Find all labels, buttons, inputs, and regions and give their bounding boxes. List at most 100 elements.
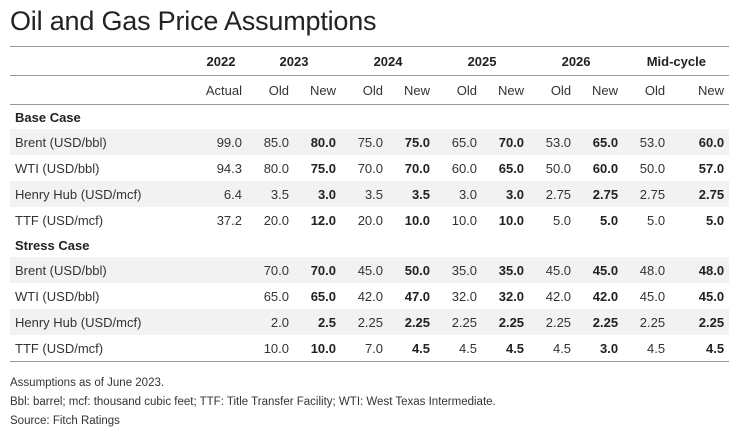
- value-cell: 2.75: [623, 181, 671, 207]
- value-cell: 20.0: [357, 212, 384, 228]
- value-cell: 60.0: [451, 160, 478, 176]
- value-cell: 2.25: [388, 309, 436, 335]
- value-cell: 10.0: [451, 212, 478, 228]
- subheader: Old: [435, 75, 483, 105]
- footnote: Assumptions as of June 2023.: [10, 377, 165, 389]
- value-cell: 2.25: [623, 309, 671, 335]
- value-cell: 60.0: [592, 160, 619, 176]
- value-cell: 10.0: [294, 335, 342, 362]
- value-cell: [195, 283, 247, 309]
- value-cell: 80.0: [294, 129, 342, 155]
- section-header-row: Stress Case: [10, 233, 729, 257]
- subheader: New: [294, 75, 342, 105]
- value-cell: 2.25: [341, 309, 389, 335]
- value-cell: 75.0: [341, 129, 389, 155]
- subheader: Old: [529, 75, 577, 105]
- value-cell: 65.0: [435, 129, 483, 155]
- value-cell: 53.0: [623, 129, 671, 155]
- table-row: TTF (USD/mcf) 10.0 10.0 7.0 4.5 4.5 4.5 4.5 3.0 4…: [10, 335, 730, 362]
- value-cell: 10.0: [498, 212, 525, 228]
- subheader: Old: [341, 75, 389, 105]
- value-cell: 47.0: [404, 288, 431, 304]
- table-row: Henry Hub (USD/mcf) 6.4 3.5 3.0 3.5 3.5 3.0 3.0…: [10, 181, 730, 207]
- value-cell: 3.5: [388, 181, 436, 207]
- value-cell: 4.5: [623, 335, 671, 362]
- footnote: Bbl: barrel; mcf: thousand cubic feet; T…: [10, 396, 496, 408]
- section-title: Base Case: [15, 109, 81, 125]
- value-cell: 65.0: [263, 288, 289, 304]
- value-cell: 53.0: [529, 129, 577, 155]
- header-blank: [10, 46, 195, 76]
- year-header: 2022: [194, 46, 247, 76]
- value-cell: 37.2: [216, 212, 242, 228]
- value-cell: 50.0: [639, 160, 666, 176]
- value-cell: 4.5: [388, 335, 436, 362]
- value-cell: 45.0: [698, 288, 725, 304]
- value-cell: 32.0: [451, 288, 478, 304]
- value-cell: 48.0: [623, 257, 671, 283]
- subheader: New: [576, 75, 624, 105]
- value-cell: 3.5: [247, 181, 294, 207]
- subheader: Actual: [195, 75, 247, 105]
- value-cell: [195, 257, 247, 283]
- price-assumptions-table: 2022 2023 2024 2025 2026 Mid-cycle Actua…: [10, 46, 730, 362]
- value-cell: 10.0: [404, 212, 431, 228]
- footnotes: Assumptions as of June 2023. Bbl: barrel…: [10, 374, 496, 431]
- value-cell: 3.0: [482, 181, 530, 207]
- value-cell: 2.25: [435, 309, 483, 335]
- subheader: New: [482, 75, 530, 105]
- subheader-row: Actual Old New Old New Old New Old New O…: [10, 75, 730, 105]
- value-cell: 42.0: [357, 288, 384, 304]
- value-cell: 45.0: [529, 257, 577, 283]
- subheader: New: [670, 75, 730, 105]
- value-cell: 4.5: [482, 335, 530, 362]
- value-cell: 70.0: [294, 257, 342, 283]
- value-cell: 42.0: [545, 288, 572, 304]
- value-cell: 3.0: [435, 181, 483, 207]
- year-header: 2025: [434, 46, 530, 76]
- value-cell: 99.0: [195, 129, 247, 155]
- table-row: Henry Hub (USD/mcf) 2.0 2.5 2.25 2.25 2.25 2.2…: [10, 309, 730, 335]
- value-cell: 3.0: [576, 335, 624, 362]
- value-cell: 45.0: [576, 257, 624, 283]
- row-label: Henry Hub (USD/mcf): [10, 181, 195, 207]
- section-header-row: Base Case: [10, 105, 729, 130]
- value-cell: 70.0: [357, 160, 384, 176]
- value-cell: 35.0: [482, 257, 530, 283]
- year-header: 2024: [340, 46, 436, 76]
- row-label: Henry Hub (USD/mcf): [10, 309, 195, 335]
- value-cell: 2.25: [529, 309, 577, 335]
- row-label: Brent (USD/bbl): [10, 257, 195, 283]
- value-cell: 70.0: [404, 160, 431, 176]
- year-header: 2023: [246, 46, 342, 76]
- value-cell: [195, 309, 247, 335]
- value-cell: 4.5: [670, 335, 730, 362]
- value-cell: 5.0: [646, 212, 666, 228]
- table-row: WTI (USD/bbl) 94.3 80.0 75.0 70.0 70.0 60.0 65.…: [10, 155, 729, 181]
- value-cell: 4.5: [435, 335, 483, 362]
- value-cell: 2.25: [482, 309, 530, 335]
- value-cell: 6.4: [195, 181, 247, 207]
- header-blank: [10, 75, 195, 105]
- page-title: Oil and Gas Price Assumptions: [10, 6, 377, 36]
- value-cell: 70.0: [247, 257, 294, 283]
- value-cell: 2.75: [670, 181, 730, 207]
- section-title: Stress Case: [15, 237, 90, 253]
- value-cell: 75.0: [310, 160, 337, 176]
- table-row: WTI (USD/bbl) 65.0 65.0 42.0 47.0 32.0 32.0 42.…: [10, 283, 729, 309]
- row-label: TTF (USD/mcf): [10, 335, 195, 362]
- value-cell: 50.0: [388, 257, 436, 283]
- value-cell: 48.0: [670, 257, 730, 283]
- value-cell: 7.0: [341, 335, 389, 362]
- subheader: New: [388, 75, 436, 105]
- row-label: WTI (USD/bbl): [15, 160, 100, 176]
- value-cell: 2.5: [294, 309, 342, 335]
- value-cell: 45.0: [639, 288, 666, 304]
- row-label: TTF (USD/mcf): [15, 212, 104, 228]
- value-cell: 60.0: [670, 129, 730, 155]
- table-row: Brent (USD/bbl) 70.0 70.0 45.0 50.0 35.0 35.0 4…: [10, 257, 730, 283]
- value-cell: [195, 335, 247, 362]
- table-body: Base Case Brent (USD/bbl) 99.0 85.0 80.0 75.0…: [10, 105, 730, 362]
- value-cell: 3.0: [294, 181, 342, 207]
- table-row: TTF (USD/mcf) 37.2 20.0 12.0 20.0 10.0 10.0 10.…: [10, 207, 729, 233]
